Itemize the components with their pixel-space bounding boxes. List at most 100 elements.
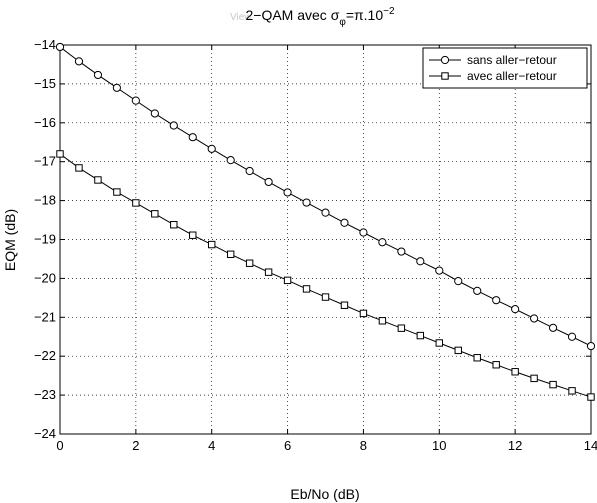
legend-label: sans aller−retour	[467, 53, 557, 67]
square-marker	[454, 346, 462, 355]
circle-marker	[548, 323, 558, 332]
y-tick-label: −17	[34, 154, 56, 169]
x-tick-label: 12	[508, 438, 522, 453]
title-middle: =π.10	[346, 7, 384, 23]
square-marker	[151, 210, 159, 218]
series-1	[55, 42, 596, 351]
square-marker	[378, 317, 387, 325]
circle-marker	[150, 109, 159, 118]
x-tick-label: 10	[432, 438, 446, 453]
square-marker	[283, 276, 292, 285]
circle-marker	[321, 208, 330, 217]
circle-marker	[511, 305, 520, 314]
square-marker	[587, 393, 595, 401]
circle-marker	[435, 266, 444, 275]
square-marker	[302, 285, 311, 293]
circle-marker	[93, 70, 103, 80]
x-tick-label: 2	[132, 438, 139, 453]
square-marker	[359, 309, 368, 318]
title-subscript: φ	[339, 17, 346, 28]
chart-title: 2−QAM avec σφ=π.10−2	[245, 6, 394, 28]
square-marker	[568, 387, 576, 395]
circle-marker	[454, 277, 463, 286]
y-tick-label: −15	[34, 76, 56, 91]
circle-marker	[359, 228, 368, 237]
square-marker	[245, 259, 254, 267]
square-marker	[75, 164, 83, 172]
circle-marker	[112, 83, 121, 92]
circle-marker	[586, 341, 596, 351]
square-marker	[397, 324, 406, 332]
y-tick-label: −23	[34, 387, 56, 402]
legend-box	[422, 47, 588, 89]
x-tick-label: 8	[360, 438, 367, 453]
x-tick-label: 0	[56, 438, 63, 453]
series-line	[59, 46, 592, 347]
series	[55, 42, 596, 401]
x-axis-label: Eb/No (dB)	[290, 486, 359, 502]
square-marker	[321, 293, 330, 301]
square-marker	[113, 188, 121, 196]
title-prefix: 2−QAM avec σ	[245, 7, 339, 23]
legend: sans aller−retour avec aller−retour	[422, 47, 588, 89]
circle-marker	[207, 144, 216, 153]
circle-marker	[530, 314, 539, 323]
title-superscript: −2	[383, 6, 395, 17]
circle-marker	[340, 218, 349, 227]
square-marker	[549, 380, 557, 389]
circle-marker	[378, 238, 387, 247]
y-tick-label: −22	[34, 348, 56, 363]
y-axis-label: EQM (dB)	[2, 209, 18, 271]
circle-marker	[416, 257, 425, 266]
watermark-text: View	[230, 12, 252, 23]
y-tick-label: −19	[34, 232, 56, 247]
y-tick-label: −14	[34, 37, 56, 52]
circle-marker	[567, 332, 577, 341]
square-marker	[435, 339, 443, 347]
y-tick-label: −24	[34, 426, 56, 441]
square-marker	[473, 354, 481, 362]
series-2	[56, 150, 595, 401]
x-tick-label: 14	[584, 438, 597, 453]
square-marker	[264, 268, 273, 276]
circle-marker	[264, 177, 273, 187]
y-tick-label: −21	[34, 309, 56, 324]
square-marker	[56, 150, 64, 158]
square-marker	[189, 231, 197, 239]
y-tick-label: −18	[34, 193, 56, 208]
square-marker	[170, 221, 178, 229]
square-marker	[492, 361, 500, 369]
circle-marker	[131, 96, 140, 105]
circle-marker	[74, 57, 84, 66]
legend-item-1: sans aller−retour	[429, 53, 557, 67]
square-marker	[226, 250, 235, 258]
circle-marker	[169, 121, 178, 130]
square-marker	[94, 176, 102, 184]
series-line	[59, 153, 592, 398]
square-marker	[416, 331, 425, 340]
y-tick-label: −20	[34, 270, 56, 285]
square-marker	[530, 374, 538, 383]
circle-marker	[283, 188, 292, 197]
circle-marker	[473, 286, 482, 295]
legend-item-2: avec aller−retour	[429, 69, 557, 83]
circle-marker	[55, 42, 65, 52]
x-tick-label: 4	[208, 438, 215, 453]
circle-marker	[245, 166, 254, 176]
axis-ticks: 0 2 4 6 8 10 12 14 −24 −23 −22 −21 −20 −19 −18 −17 −16 −1…	[34, 37, 597, 453]
circle-marker	[302, 198, 311, 207]
x-tick-label: 6	[284, 438, 291, 453]
y-tick-label: −16	[34, 115, 56, 130]
circle-marker	[226, 156, 235, 165]
square-marker	[132, 199, 140, 207]
circle-marker	[397, 247, 406, 256]
square-marker	[511, 368, 519, 376]
circle-marker	[492, 296, 501, 305]
legend-label: avec aller−retour	[467, 69, 557, 83]
circle-marker	[188, 133, 197, 142]
square-marker	[441, 72, 449, 80]
circle-marker	[440, 55, 450, 65]
square-marker	[208, 240, 216, 249]
square-marker	[340, 301, 349, 309]
